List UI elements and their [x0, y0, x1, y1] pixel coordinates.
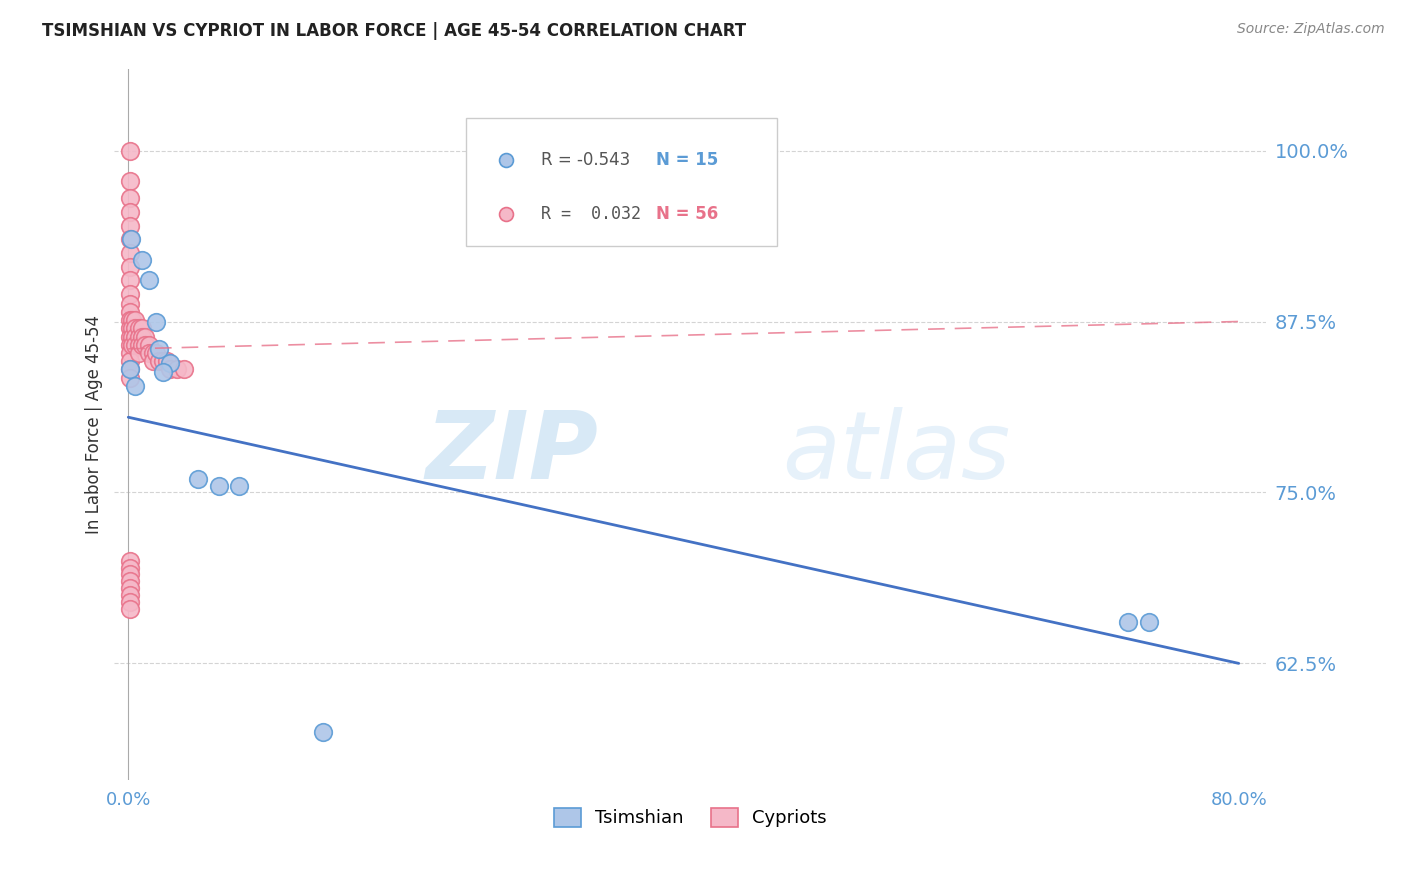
Point	[118, 567, 141, 582]
Point	[166, 362, 188, 376]
Point	[118, 297, 141, 311]
Point	[1116, 615, 1139, 630]
Point	[118, 305, 141, 319]
Point	[118, 321, 141, 335]
Point	[121, 337, 143, 351]
Point	[152, 354, 174, 368]
Point	[118, 144, 141, 158]
Point	[118, 232, 141, 246]
Text: 80.0%: 80.0%	[1211, 790, 1267, 808]
Point	[128, 321, 150, 335]
Text: TSIMSHIAN VS CYPRIOT IN LABOR FORCE | AGE 45-54 CORRELATION CHART: TSIMSHIAN VS CYPRIOT IN LABOR FORCE | AG…	[42, 22, 747, 40]
Point	[118, 560, 141, 574]
Point	[118, 574, 141, 589]
Point	[1137, 615, 1160, 630]
Text: ZIP: ZIP	[426, 407, 599, 499]
Text: N = 15: N = 15	[655, 151, 718, 169]
Point	[145, 346, 167, 360]
Point	[118, 174, 141, 188]
Point	[121, 329, 143, 343]
Text: 0.0%: 0.0%	[105, 790, 150, 808]
Point	[131, 337, 153, 351]
Point	[159, 355, 181, 369]
Point	[118, 595, 141, 609]
Point	[118, 337, 141, 351]
Text: R = -0.543: R = -0.543	[541, 151, 630, 169]
Y-axis label: In Labor Force | Age 45-54: In Labor Force | Age 45-54	[86, 315, 103, 533]
Point	[118, 260, 141, 274]
Point	[138, 273, 160, 287]
Point	[124, 321, 146, 335]
Legend: Tsimshian, Cypriots: Tsimshian, Cypriots	[547, 801, 834, 835]
Point	[118, 329, 141, 343]
Text: R =  0.032: R = 0.032	[541, 205, 641, 223]
Point	[128, 346, 150, 360]
Text: N = 56: N = 56	[655, 205, 718, 223]
Point	[138, 337, 160, 351]
Point	[118, 287, 141, 301]
Point	[124, 329, 146, 343]
Point	[118, 313, 141, 327]
Point	[118, 246, 141, 260]
Point	[124, 313, 146, 327]
Point	[118, 219, 141, 233]
Point	[118, 554, 141, 568]
Point	[120, 232, 142, 246]
Point	[118, 362, 141, 376]
Text: atlas: atlas	[783, 407, 1011, 498]
Point	[128, 337, 150, 351]
Point	[142, 346, 165, 360]
Point	[311, 724, 333, 739]
Point	[118, 370, 141, 384]
Point	[134, 329, 156, 343]
Point	[118, 588, 141, 602]
Point	[118, 273, 141, 287]
Point	[152, 365, 174, 379]
Point	[159, 362, 181, 376]
Point	[148, 342, 170, 356]
Point	[134, 337, 156, 351]
Point	[118, 191, 141, 205]
Point	[138, 346, 160, 360]
Point	[128, 329, 150, 343]
Point	[124, 337, 146, 351]
Point	[124, 378, 146, 392]
Point	[156, 354, 179, 368]
Point	[118, 346, 141, 360]
Point	[121, 313, 143, 327]
Point	[142, 354, 165, 368]
Point	[118, 205, 141, 219]
Point	[118, 581, 141, 595]
Point	[145, 314, 167, 328]
Point	[118, 601, 141, 615]
Point	[207, 478, 229, 492]
Point	[173, 362, 195, 376]
Point	[131, 329, 153, 343]
Point	[131, 252, 153, 267]
Point	[187, 472, 209, 486]
Text: Source: ZipAtlas.com: Source: ZipAtlas.com	[1237, 22, 1385, 37]
Point	[228, 478, 250, 492]
Point	[118, 354, 141, 368]
FancyBboxPatch shape	[465, 119, 778, 246]
Point	[148, 354, 170, 368]
Point	[131, 321, 153, 335]
Point	[121, 321, 143, 335]
Point	[118, 362, 141, 376]
